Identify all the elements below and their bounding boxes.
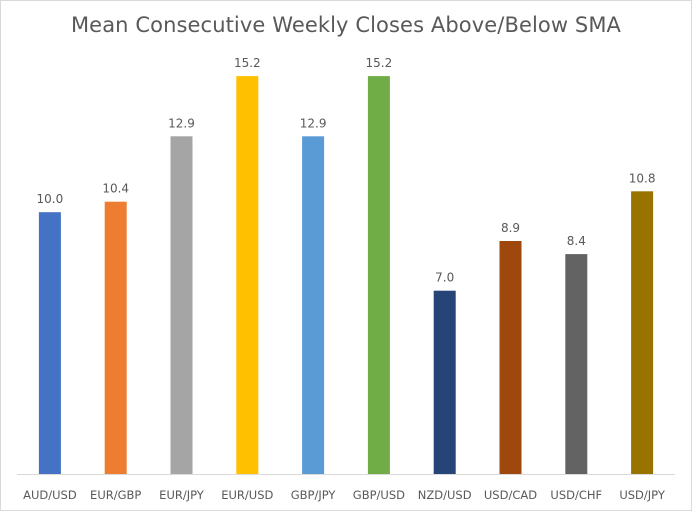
bar-eur-jpy bbox=[170, 136, 193, 475]
value-label-usd-cad: 8.9 bbox=[501, 221, 520, 235]
bar-usd-chf bbox=[565, 254, 588, 474]
chart-title: Mean Consecutive Weekly Closes Above/Bel… bbox=[70, 13, 622, 37]
x-tick-label-aud-usd: AUD/USD bbox=[23, 488, 77, 502]
x-tick-label-eur-usd: EUR/USD bbox=[221, 488, 273, 502]
x-tick-label-gbp-jpy: GBP/JPY bbox=[291, 488, 337, 502]
bar-gbp-usd bbox=[367, 76, 390, 474]
bar-aud-usd bbox=[38, 212, 61, 474]
value-labels-group: 10.0 10.4 12.9 15.2 12.9 15.2 7.0 8.9 8.4 10.8 bbox=[37, 56, 656, 285]
value-label-eur-usd: 15.2 bbox=[234, 56, 261, 70]
value-label-usd-jpy: 10.8 bbox=[629, 171, 656, 185]
x-tick-label-eur-jpy: EUR/JPY bbox=[159, 488, 205, 502]
bar-usd-jpy bbox=[631, 191, 654, 475]
x-tick-label-eur-gbp: EUR/GBP bbox=[90, 488, 141, 502]
value-label-usd-chf: 8.4 bbox=[567, 234, 586, 248]
bar-eur-usd bbox=[236, 76, 259, 474]
bars-group bbox=[38, 76, 654, 475]
bar-nzd-usd bbox=[433, 290, 456, 474]
x-tick-label-usd-chf: USD/CHF bbox=[550, 488, 602, 502]
x-tick-label-gbp-usd: GBP/USD bbox=[353, 488, 405, 502]
x-tick-label-usd-cad: USD/CAD bbox=[484, 488, 537, 502]
value-label-eur-gbp: 10.4 bbox=[102, 182, 129, 196]
x-tick-labels-group: AUD/USD EUR/GBP EUR/JPY EUR/USD GBP/JPY GBP/U… bbox=[23, 488, 666, 502]
x-tick-label-usd-jpy: USD/JPY bbox=[619, 488, 666, 502]
value-label-eur-jpy: 12.9 bbox=[168, 116, 195, 130]
value-label-gbp-jpy: 12.9 bbox=[300, 116, 327, 130]
bar-eur-gbp bbox=[104, 201, 127, 474]
value-label-gbp-usd: 15.2 bbox=[366, 56, 393, 70]
value-label-aud-usd: 10.0 bbox=[37, 192, 64, 206]
bar-gbp-jpy bbox=[302, 136, 325, 475]
bar-usd-cad bbox=[499, 241, 522, 474]
x-tick-label-nzd-usd: NZD/USD bbox=[418, 488, 472, 502]
value-label-nzd-usd: 7.0 bbox=[435, 271, 454, 285]
